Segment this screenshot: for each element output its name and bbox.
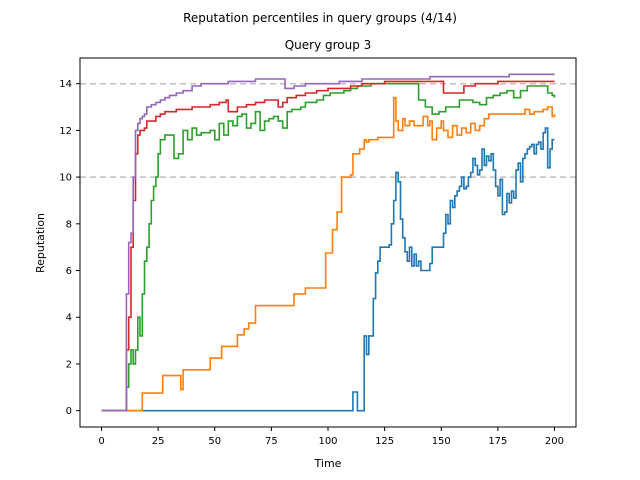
x-tick-label: 50	[208, 436, 221, 447]
x-axis-ticks: 0 25 50 75 100 125 150 175 200	[98, 427, 564, 447]
y-axis-ticks: 0 2 4 6 8 10 12 14	[59, 79, 80, 417]
plot-area: 0 25 50 75 100 125 150 175 200 0 2 4 6 8 10 12 14	[59, 57, 577, 447]
x-tick-label: 100	[318, 436, 337, 447]
plot-title: Query group 3	[285, 38, 372, 52]
y-tick-label: 0	[66, 406, 72, 417]
figure-suptitle: Reputation percentiles in query groups (…	[183, 11, 457, 25]
y-tick-label: 14	[59, 79, 72, 90]
series-line-p25	[101, 96, 556, 412]
x-tick-label: 0	[98, 436, 104, 447]
series-line-p100	[101, 73, 555, 412]
y-tick-label: 4	[66, 313, 72, 324]
x-tick-label: 25	[152, 436, 165, 447]
y-tick-label: 8	[66, 219, 72, 230]
x-tick-label: 75	[265, 436, 278, 447]
y-tick-label: 12	[59, 126, 72, 137]
y-tick-label: 10	[59, 173, 72, 184]
x-tick-label: 150	[432, 436, 451, 447]
y-tick-label: 2	[66, 359, 72, 370]
series-line-p75	[101, 80, 555, 412]
x-tick-label: 175	[488, 436, 507, 447]
series-line-p0	[101, 127, 555, 412]
y-tick-label: 6	[66, 266, 72, 277]
x-tick-label: 125	[375, 436, 394, 447]
axes-background	[80, 58, 576, 427]
series-line-p50	[101, 82, 556, 412]
x-tick-label: 200	[545, 436, 564, 447]
y-axis-label: Reputation	[34, 213, 47, 273]
x-axis-label: Time	[314, 457, 342, 470]
series-group	[101, 73, 556, 412]
